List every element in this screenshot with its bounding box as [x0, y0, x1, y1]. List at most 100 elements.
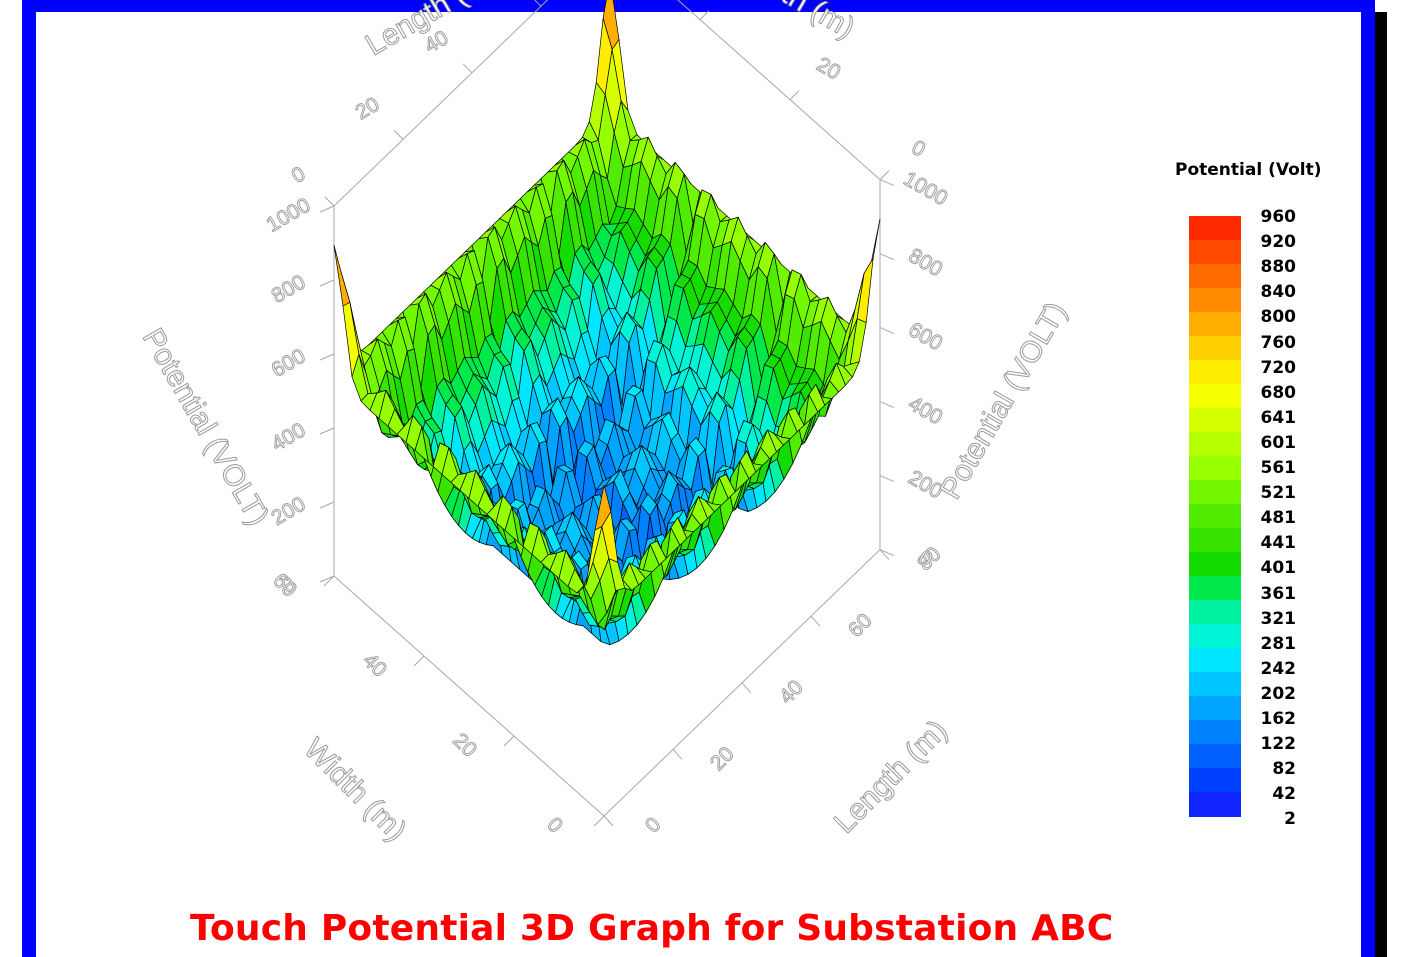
legend-value: 800	[1260, 307, 1297, 328]
legend-value: 880	[1260, 257, 1297, 278]
z-tick-label-left: 400	[268, 418, 310, 455]
z-tick-left	[319, 205, 335, 213]
legend-swatch	[1189, 696, 1241, 721]
legend-swatch	[1189, 552, 1241, 577]
width-tick-label: 20	[448, 729, 481, 762]
legend-value: 680	[1260, 382, 1297, 403]
legend-swatch	[1189, 792, 1241, 817]
back-length-tick	[324, 196, 335, 207]
legend-swatch	[1189, 360, 1241, 385]
z-tick-label-left: 600	[268, 344, 310, 381]
frame-right-border	[1361, 0, 1375, 957]
legend-swatch	[1189, 480, 1241, 505]
legend-value: 960	[1260, 207, 1297, 227]
length-tick	[741, 682, 752, 694]
legend-swatch	[1189, 624, 1241, 649]
legend-swatch	[1189, 768, 1241, 793]
legend-value: 601	[1260, 432, 1297, 453]
back-length-tick-label: 20	[352, 93, 384, 125]
z-tick-label-right: 600	[905, 318, 947, 355]
z-tick-left	[319, 353, 335, 361]
legend-value: 840	[1260, 282, 1297, 303]
legend-swatch	[1189, 408, 1241, 433]
width-tick-label: 0	[542, 813, 567, 838]
legend-value: 760	[1260, 332, 1297, 353]
legend-value: 281	[1260, 633, 1297, 654]
legend-value: 42	[1272, 784, 1296, 805]
legend-value: 122	[1260, 734, 1297, 755]
width-axis-title: Width (m)	[297, 732, 412, 847]
back-width-axis-title: Width (m)	[731, 0, 860, 45]
length-tick	[810, 615, 821, 627]
z-tick-label-right: 1000	[899, 167, 951, 210]
legend-value: 521	[1260, 483, 1297, 504]
legend-value: 361	[1260, 583, 1297, 604]
legend-swatch	[1189, 576, 1241, 601]
width-tick	[413, 655, 425, 667]
back-width-tick-label: 0	[908, 136, 930, 162]
back-width-tick	[699, 10, 710, 20]
legend-swatch	[1189, 216, 1241, 241]
frame-left-border	[22, 0, 36, 957]
length-tick	[879, 549, 890, 560]
frame-shadow	[1375, 12, 1387, 957]
legend-swatch	[1189, 528, 1241, 553]
z-tick-label-left: 1000	[263, 194, 315, 237]
legend-value: 481	[1260, 508, 1297, 529]
legend-swatch	[1189, 264, 1241, 289]
legend-swatch	[1189, 432, 1241, 457]
potential-surface	[333, 0, 881, 646]
legend-swatch	[1189, 456, 1241, 481]
z-tick-right	[879, 327, 895, 335]
legend-value: 82	[1272, 759, 1296, 780]
legend-value: 321	[1260, 608, 1297, 629]
back-length-tick-label: 0	[288, 162, 310, 188]
back-width-tick	[789, 90, 800, 100]
z-tick-right	[879, 253, 895, 261]
length-tick-label: 20	[706, 742, 739, 775]
length-tick-label: 0	[641, 813, 666, 838]
legend-value: 242	[1260, 658, 1297, 679]
z-tick-label-right: 400	[905, 392, 947, 429]
legend-swatch	[1189, 384, 1241, 409]
z-tick-left	[319, 575, 335, 583]
z-tick-label-left: 800	[268, 270, 310, 307]
back-length-tick	[462, 63, 473, 74]
legend-value: 441	[1260, 533, 1297, 554]
legend-title: Potential (Volt)	[1175, 160, 1322, 180]
z-tick-right	[879, 179, 895, 187]
back-width-tick-label: 40	[723, 0, 755, 5]
legend-swatch	[1189, 504, 1241, 529]
back-width-tick	[879, 170, 890, 180]
legend-value: 561	[1260, 458, 1297, 478]
legend-color-bar	[1189, 216, 1241, 817]
length-tick	[672, 749, 683, 760]
legend-value: 2	[1284, 809, 1296, 830]
width-tick	[593, 815, 605, 827]
length-tick	[603, 815, 614, 827]
legend-swatch	[1189, 312, 1241, 337]
back-length-tick	[393, 130, 404, 140]
legend-value: 401	[1260, 558, 1297, 579]
legend-swatch	[1189, 744, 1241, 769]
z-axis-title-left: Potential (VOLT)	[136, 323, 275, 531]
z-tick-right	[879, 401, 895, 409]
length-axis-title: Length (m)	[828, 714, 954, 840]
back-width-tick-label: 20	[813, 53, 845, 85]
legend-value: 162	[1260, 709, 1297, 729]
frame-top-border	[22, 0, 1371, 12]
legend-swatch	[1189, 720, 1241, 745]
z-tick-left	[319, 501, 335, 509]
width-tick	[503, 735, 515, 747]
legend-swatch	[1189, 648, 1241, 673]
legend-value: 641	[1260, 407, 1297, 428]
length-tick-label: 60	[844, 609, 877, 642]
back-length-tick	[534, 0, 542, 7]
length-tick-label: 40	[775, 676, 808, 709]
z-tick-left	[319, 427, 335, 435]
base-edge-width	[333, 575, 605, 817]
top-edge-width	[677, 0, 881, 180]
width-tick-label: 40	[358, 649, 391, 682]
legend-value: 920	[1260, 232, 1297, 253]
